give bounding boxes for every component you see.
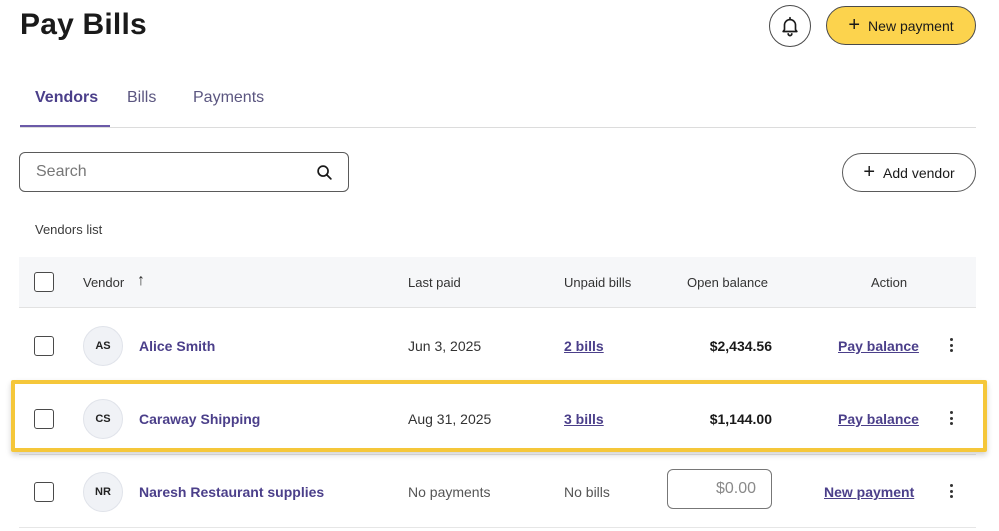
vendor-name-link[interactable]: Alice Smith <box>139 338 216 354</box>
active-tab-indicator <box>20 125 110 127</box>
sort-ascending-icon[interactable]: ↑ <box>137 272 145 289</box>
unpaid-bills-link[interactable]: 3 bills <box>564 411 604 427</box>
search-box <box>19 152 349 192</box>
row-checkbox[interactable] <box>34 336 54 356</box>
column-header-vendor[interactable]: Vendor <box>83 275 125 290</box>
bell-icon <box>782 16 798 37</box>
avatar: CS <box>83 399 123 439</box>
column-header-unpaid-bills: Unpaid bills <box>564 275 632 290</box>
avatar: AS <box>83 326 123 366</box>
open-balance-amount: $1,144.00 <box>709 411 772 427</box>
last-paid-date: Aug 31, 2025 <box>408 411 492 427</box>
column-header-action: Action <box>871 275 908 290</box>
vendor-name-link[interactable]: Caraway Shipping <box>139 411 261 427</box>
search-input[interactable] <box>36 161 306 183</box>
column-header-open-balance: Open balance <box>687 275 768 290</box>
open-balance-amount: $2,434.56 <box>709 338 772 354</box>
column-header-last-paid: Last paid <box>408 275 461 290</box>
table-row: NR Naresh Restaurant supplies No payment… <box>19 455 976 528</box>
add-vendor-label: Add vendor <box>883 164 955 181</box>
new-payment-link[interactable]: New payment <box>824 484 915 500</box>
vendors-list-label: Vendors list <box>35 222 103 237</box>
more-vertical-icon[interactable] <box>945 335 957 355</box>
notifications-button[interactable] <box>769 5 811 47</box>
table-row: AS Alice Smith Jun 3, 2025 2 bills $2,43… <box>19 309 976 382</box>
payment-amount-input[interactable] <box>668 470 771 508</box>
payment-amount-field <box>667 469 772 509</box>
row-checkbox[interactable] <box>34 409 54 429</box>
add-vendor-button[interactable]: + Add vendor <box>842 153 976 192</box>
select-all-checkbox[interactable] <box>34 272 54 292</box>
more-vertical-icon[interactable] <box>945 408 957 428</box>
pay-balance-link[interactable]: Pay balance <box>838 411 919 427</box>
last-paid-date: Jun 3, 2025 <box>408 338 482 354</box>
last-paid-date: No payments <box>408 484 491 500</box>
tab-bills[interactable]: Bills <box>127 89 157 106</box>
pay-balance-link[interactable]: Pay balance <box>838 338 919 354</box>
tab-bar: Vendors Bills Payments <box>20 68 976 128</box>
new-payment-button[interactable]: + New payment <box>826 6 976 45</box>
avatar: NR <box>83 472 123 512</box>
unpaid-bills-link[interactable]: 2 bills <box>564 338 604 354</box>
plus-icon: + <box>848 13 861 36</box>
plus-icon: + <box>863 160 876 183</box>
row-checkbox[interactable] <box>34 482 54 502</box>
table-row: CS Caraway Shipping Aug 31, 2025 3 bills… <box>19 382 976 455</box>
tab-payments[interactable]: Payments <box>193 89 265 106</box>
unpaid-bills-text: No bills <box>564 484 610 500</box>
tab-vendors[interactable]: Vendors <box>35 89 99 106</box>
new-payment-label: New payment <box>868 17 954 34</box>
search-icon[interactable] <box>316 164 333 181</box>
table-header: Vendor ↑ Last paid Unpaid bills Open bal… <box>19 257 976 308</box>
page-title: Pay Bills <box>20 8 147 41</box>
more-vertical-icon[interactable] <box>945 481 957 501</box>
vendor-name-link[interactable]: Naresh Restaurant supplies <box>139 484 325 500</box>
